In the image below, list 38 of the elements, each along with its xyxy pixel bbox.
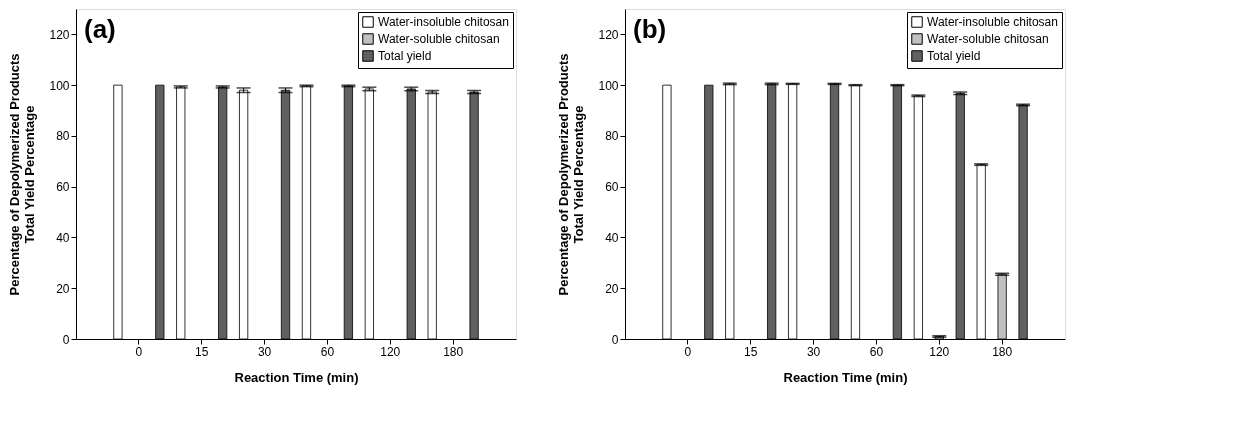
x-tick-label: 0 bbox=[684, 344, 692, 359]
y-tick-label: 120 bbox=[598, 27, 619, 42]
y-axis-title: Percentage of Depolymerized Products Total Yield Percentage bbox=[7, 53, 38, 296]
y-tick-label: 100 bbox=[49, 78, 70, 93]
y-tick-label: 60 bbox=[605, 180, 619, 195]
legend-label: Total yield bbox=[378, 49, 432, 63]
x-tick-label: 30 bbox=[257, 344, 272, 359]
y-tick-label: 0 bbox=[62, 332, 70, 347]
x-tick-label: 15 bbox=[195, 344, 209, 359]
legend-label: Water-insoluble chitosan bbox=[927, 15, 1058, 29]
x-tick-label: 180 bbox=[443, 344, 464, 359]
y-axis-title: Percentage of Depolymerized Products Total Yield Percentage bbox=[556, 53, 587, 296]
y-tick-label: 40 bbox=[605, 230, 619, 245]
x-tick-label: 120 bbox=[380, 344, 401, 359]
annotation: (a) bbox=[84, 14, 116, 44]
y-tick-label: 40 bbox=[56, 230, 70, 245]
y-tick-label: 0 bbox=[611, 332, 619, 347]
y-tick-label: 20 bbox=[56, 281, 70, 296]
x-axis-title: Reaction Time (min) bbox=[783, 369, 908, 385]
x-tick-label: 60 bbox=[320, 344, 335, 359]
x-tick-label: 0 bbox=[135, 344, 143, 359]
annotation: (b) bbox=[633, 14, 667, 44]
y-tick-label: 80 bbox=[605, 129, 619, 144]
x-axis-title: Reaction Time (min) bbox=[234, 369, 359, 385]
y-tick-label: 80 bbox=[56, 129, 70, 144]
legend-label: Total yield bbox=[927, 49, 981, 63]
y-tick-label: 20 bbox=[605, 281, 619, 296]
x-tick-label: 30 bbox=[806, 344, 821, 359]
legend-label: Water-soluble chitosan bbox=[927, 32, 1049, 46]
y-tick-label: 60 bbox=[56, 180, 70, 195]
x-tick-label: 180 bbox=[992, 344, 1013, 359]
legend-label: Water-soluble chitosan bbox=[378, 32, 500, 46]
y-tick-label: 120 bbox=[49, 27, 70, 42]
x-tick-label: 60 bbox=[869, 344, 884, 359]
x-tick-label: 120 bbox=[929, 344, 950, 359]
x-tick-label: 15 bbox=[744, 344, 758, 359]
y-tick-label: 100 bbox=[598, 78, 619, 93]
legend-label: Water-insoluble chitosan bbox=[378, 15, 509, 29]
